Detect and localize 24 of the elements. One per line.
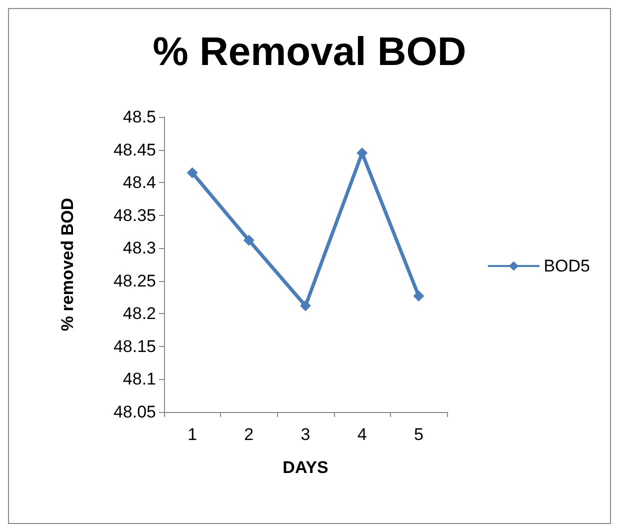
point <box>300 300 311 312</box>
y-tick-label: 48.3 <box>122 238 156 258</box>
chart-title: % Removal BOD <box>152 30 466 74</box>
y-tick-label: 48.2 <box>122 304 156 324</box>
point <box>356 148 368 159</box>
y-tick-label: 48.4 <box>122 173 156 192</box>
y-tick-label: 48.35 <box>113 206 156 225</box>
x-tick-label: 3 <box>300 425 310 444</box>
y-tick-label: 48.25 <box>113 271 156 290</box>
x-axis-title: DAYS <box>282 458 328 477</box>
y-tick-label: 48.5 <box>122 108 156 126</box>
x-tick-label: 5 <box>414 425 424 444</box>
y-axis-title: % removed BOD <box>58 198 77 332</box>
x-tick-label: 1 <box>188 425 198 444</box>
x-tick-label: 2 <box>244 425 254 444</box>
legend-label: BOD5 <box>544 256 590 276</box>
x-tick-label: 4 <box>357 425 367 444</box>
point <box>243 234 254 246</box>
y-tick-label: 48.15 <box>113 336 156 356</box>
point <box>186 167 198 178</box>
y-tick-label: 48.05 <box>113 402 156 422</box>
y-tick-label: 48.1 <box>122 370 156 389</box>
y-tick-label: 48.45 <box>113 140 156 160</box>
point <box>413 290 424 302</box>
